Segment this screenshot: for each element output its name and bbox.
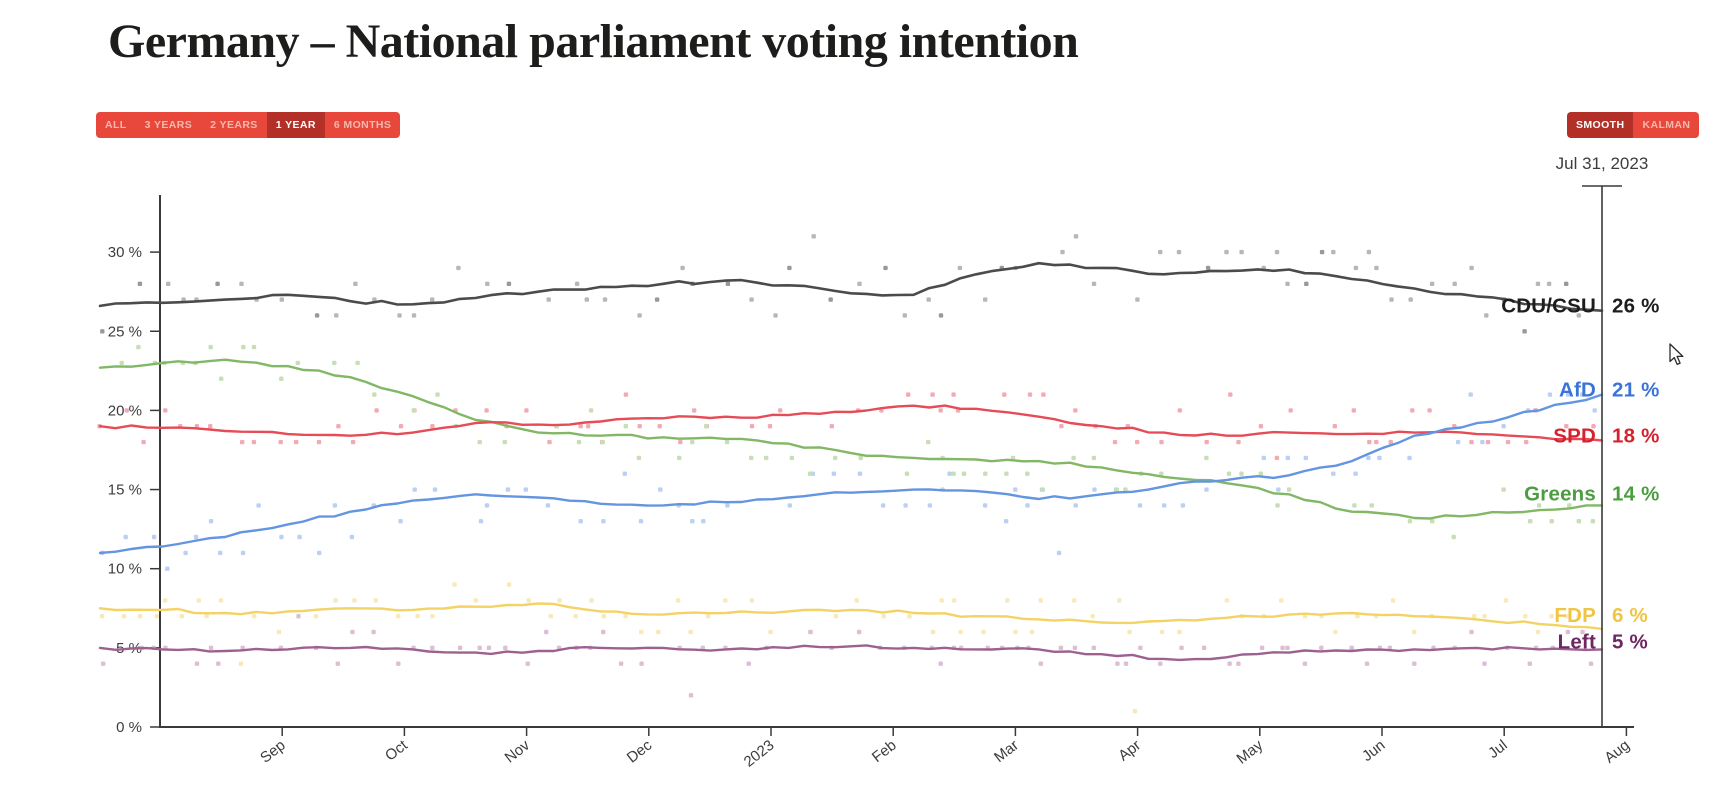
x-axis-ticks: Sep Oct Nov Dec 2023 Feb Mar Apr May Jun Jul Aug [257,727,1633,771]
x-tick-label: Nov [502,736,534,766]
end-label-cdu-csu: CDU/CSU [1501,295,1596,318]
end-value-afd: 21 % [1612,379,1660,402]
y-tick-label: 15 % [108,482,142,499]
x-tick-label: Dec [624,736,656,766]
end-value-greens: 14 % [1612,482,1660,505]
page-title: Germany – National parliament voting int… [108,15,1079,68]
cursor-marker [1582,185,1622,727]
trend-line-left [98,644,1604,662]
x-tick-label: Aug [1601,737,1633,767]
x-tick-label: Apr [1115,737,1144,765]
party-end-labels: CDU/CSU 26 % AfD 21 % SPD 18 % Greens 14 % FDP 6 … [1501,295,1659,654]
end-value-left: 5 % [1612,630,1648,653]
trend-line-fdp [98,602,1604,631]
mouse-cursor-icon [1669,343,1684,366]
range-button-all[interactable]: ALL [96,112,136,138]
trend-line-spd [98,404,1604,442]
x-tick-label: 2023 [741,737,778,771]
outlier-dot-fdp [1132,708,1138,714]
range-button-1-year[interactable]: 1 YEAR [266,112,325,138]
mode-button-kalman[interactable]: KALMAN [1633,112,1700,138]
trend-line-afd [98,393,1604,555]
range-selector: ALL 3 YEARS 2 YEARS 1 YEAR 6 MONTHS [96,112,401,138]
scatter-layer [97,234,1597,714]
smoothing-selector: SMOOTH KALMAN [1567,112,1700,138]
y-tick-label: 25 % [108,323,142,340]
end-label-spd: SPD [1553,424,1596,447]
end-label-fdp: FDP [1554,604,1596,627]
end-label-greens: Greens [1524,482,1596,505]
x-tick-label: Mar [991,737,1022,766]
range-button-6-months[interactable]: 6 MONTHS [324,112,401,138]
y-tick-label: 0 % [116,719,142,736]
end-value-fdp: 6 % [1612,604,1648,627]
y-tick-label: 10 % [108,561,142,578]
end-value-spd: 18 % [1612,424,1660,447]
x-tick-label: Oct [382,736,412,764]
end-value-cdu-csu: 26 % [1612,295,1660,318]
x-tick-label: Jul [1485,737,1511,762]
range-button-2-years[interactable]: 2 YEARS [201,112,267,138]
x-tick-label: May [1233,736,1266,767]
mode-button-smooth[interactable]: SMOOTH [1567,112,1634,138]
end-label-left: Left [1558,630,1596,653]
end-label-afd: AfD [1559,379,1596,402]
trend-line-greens [98,358,1604,520]
x-tick-label: Sep [257,737,289,767]
range-button-3-years[interactable]: 3 YEARS [135,112,202,138]
trend-line-cdu-csu [98,261,1604,312]
x-tick-label: Feb [869,737,900,766]
y-tick-label: 30 % [108,244,142,261]
axes [159,195,1634,728]
y-axis-ticks: 0 %5 %10 %15 %20 %25 %30 % [108,244,160,736]
cursor-date-label: Jul 31, 2023 [1555,154,1649,173]
x-tick-label: Jun [1359,737,1389,765]
trend-lines [98,261,1604,662]
